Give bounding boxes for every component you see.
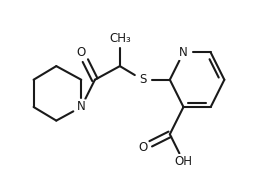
Text: O: O xyxy=(77,46,86,59)
Text: O: O xyxy=(138,141,147,154)
Text: OH: OH xyxy=(174,155,193,168)
Text: S: S xyxy=(139,73,146,86)
Text: CH₃: CH₃ xyxy=(109,32,131,45)
Text: N: N xyxy=(179,46,188,59)
Text: N: N xyxy=(77,101,86,113)
